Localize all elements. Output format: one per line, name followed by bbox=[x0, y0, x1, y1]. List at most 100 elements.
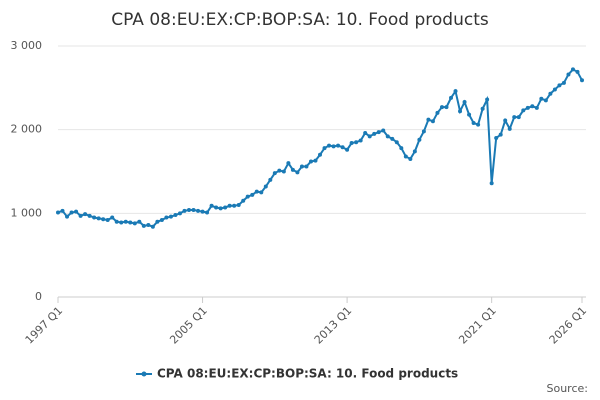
legend-label: CPA 08:EU:EX:CP:BOP:SA: 10. Food product… bbox=[157, 367, 458, 381]
data-point bbox=[177, 211, 182, 216]
data-point bbox=[530, 104, 535, 109]
data-point bbox=[552, 87, 557, 92]
data-point bbox=[299, 164, 304, 169]
data-point bbox=[308, 159, 313, 164]
legend-marker bbox=[141, 371, 147, 377]
data-point bbox=[254, 189, 259, 194]
series-line bbox=[57, 68, 583, 228]
data-point bbox=[489, 181, 494, 186]
data-point bbox=[561, 80, 566, 85]
data-point bbox=[164, 215, 169, 220]
data-point bbox=[281, 169, 286, 174]
data-point bbox=[277, 168, 282, 173]
data-point bbox=[69, 210, 74, 215]
data-point bbox=[218, 206, 223, 211]
data-point bbox=[272, 171, 277, 176]
data-point bbox=[376, 130, 381, 135]
data-point bbox=[128, 220, 133, 225]
data-point bbox=[187, 207, 191, 212]
data-point bbox=[191, 207, 196, 212]
data-point bbox=[570, 67, 575, 72]
data-point bbox=[467, 112, 472, 117]
data-point bbox=[539, 96, 544, 101]
data-point bbox=[182, 208, 187, 213]
data-point bbox=[74, 209, 79, 214]
x-tick-label: 1997 Q1 bbox=[23, 304, 66, 347]
data-point bbox=[345, 147, 350, 152]
data-point bbox=[421, 129, 426, 134]
data-point bbox=[205, 210, 210, 215]
data-point bbox=[507, 126, 512, 131]
data-point bbox=[78, 213, 83, 218]
data-point bbox=[92, 215, 97, 220]
data-point bbox=[557, 83, 562, 88]
data-point bbox=[444, 105, 449, 110]
data-point bbox=[155, 219, 160, 224]
data-point bbox=[141, 223, 146, 228]
data-point bbox=[516, 115, 521, 120]
data-point bbox=[453, 89, 458, 94]
data-point bbox=[476, 122, 481, 127]
data-point bbox=[236, 202, 241, 207]
data-point bbox=[150, 224, 155, 229]
data-point bbox=[173, 213, 178, 218]
data-point bbox=[110, 215, 115, 220]
data-point bbox=[304, 164, 309, 169]
data-point bbox=[259, 190, 264, 195]
chart-title: CPA 08:EU:EX:CP:BOP:SA: 10. Food product… bbox=[111, 10, 489, 30]
data-point bbox=[137, 219, 142, 224]
data-point bbox=[340, 145, 345, 150]
data-point bbox=[408, 156, 413, 161]
data-point bbox=[358, 138, 363, 143]
data-point bbox=[232, 203, 237, 208]
data-point bbox=[96, 216, 101, 221]
data-point bbox=[399, 146, 404, 151]
y-tick-label: 1 000 bbox=[11, 206, 43, 219]
data-point bbox=[349, 141, 354, 146]
data-point bbox=[318, 152, 322, 157]
x-tick-label: 2021 Q1 bbox=[456, 304, 499, 347]
data-point bbox=[159, 218, 164, 223]
data-point bbox=[132, 221, 137, 226]
data-point bbox=[462, 100, 467, 105]
x-tick-label: 2005 Q1 bbox=[167, 304, 210, 347]
data-point bbox=[534, 105, 539, 110]
data-point bbox=[580, 78, 584, 83]
data-point bbox=[521, 108, 526, 113]
data-point bbox=[525, 105, 530, 110]
data-point bbox=[146, 223, 151, 228]
data-point bbox=[485, 97, 490, 102]
data-point bbox=[381, 128, 386, 133]
data-point bbox=[87, 213, 92, 218]
data-point bbox=[494, 136, 499, 141]
data-point bbox=[209, 203, 214, 208]
data-point bbox=[430, 119, 435, 124]
data-point bbox=[250, 192, 255, 197]
data-point bbox=[512, 115, 517, 120]
x-tick-label: 2013 Q1 bbox=[312, 304, 355, 347]
data-point bbox=[363, 131, 368, 136]
data-point bbox=[471, 120, 476, 125]
data-point bbox=[372, 131, 377, 136]
data-point bbox=[286, 161, 291, 166]
data-point bbox=[101, 217, 106, 222]
data-point bbox=[575, 69, 580, 74]
data-point bbox=[196, 208, 201, 213]
source: Source: bbox=[547, 382, 589, 395]
data-point bbox=[245, 194, 250, 199]
data-point bbox=[336, 143, 341, 148]
data-point bbox=[403, 154, 408, 159]
data-point bbox=[214, 205, 219, 210]
data-point bbox=[322, 146, 327, 151]
data-point bbox=[390, 136, 395, 141]
data-point bbox=[449, 95, 453, 100]
data-point bbox=[548, 91, 553, 96]
data-point bbox=[394, 140, 399, 145]
data-point bbox=[439, 105, 444, 110]
data-point bbox=[458, 109, 463, 114]
data-point bbox=[543, 98, 548, 103]
data-point bbox=[114, 219, 119, 224]
y-tick-label: 0 bbox=[35, 290, 42, 303]
